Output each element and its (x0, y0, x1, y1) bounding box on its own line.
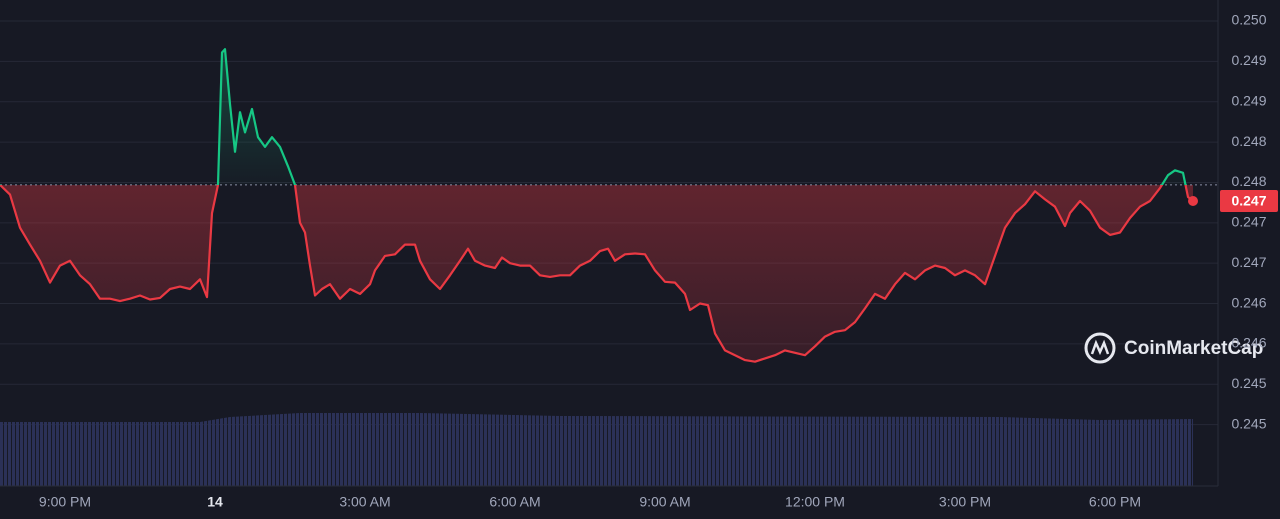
x-tick-label: 3:00 AM (339, 494, 390, 510)
plot (0, 48, 1218, 363)
y-tick-label: 0.245 (1231, 375, 1266, 391)
x-tick-label: 14 (207, 494, 223, 510)
y-tick-label: 0.245 (1231, 415, 1266, 431)
y-tick-label: 0.247 (1231, 214, 1266, 230)
watermark: CoinMarketCap (1084, 332, 1263, 364)
y-tick-label: 0.249 (1231, 92, 1266, 108)
last-point (1188, 196, 1198, 207)
x-tick-label: 3:00 PM (939, 494, 991, 510)
price-tag-label: 0.247 (1231, 193, 1266, 209)
price-tag (1220, 190, 1278, 213)
volume-bars (0, 413, 1193, 486)
x-tick-label: 6:00 AM (489, 494, 540, 510)
y-tick-label: 0.248 (1231, 133, 1266, 149)
y-tick-label: 0.250 (1231, 12, 1266, 28)
x-tick-label: 9:00 AM (639, 494, 690, 510)
y-tick-label: 0.248 (1231, 173, 1266, 189)
y-tick-label: 0.249 (1231, 52, 1266, 68)
watermark-text: CoinMarketCap (1124, 338, 1263, 359)
x-tick-label: 12:00 PM (785, 494, 845, 510)
x-tick-label: 9:00 PM (39, 494, 91, 510)
y-tick-label: 0.247 (1231, 254, 1266, 270)
x-tick-label: 6:00 PM (1089, 494, 1141, 510)
y-tick-label: 0.246 (1231, 294, 1266, 310)
price-line (0, 48, 1194, 363)
y-tick-label: 0.246 (1231, 335, 1266, 351)
